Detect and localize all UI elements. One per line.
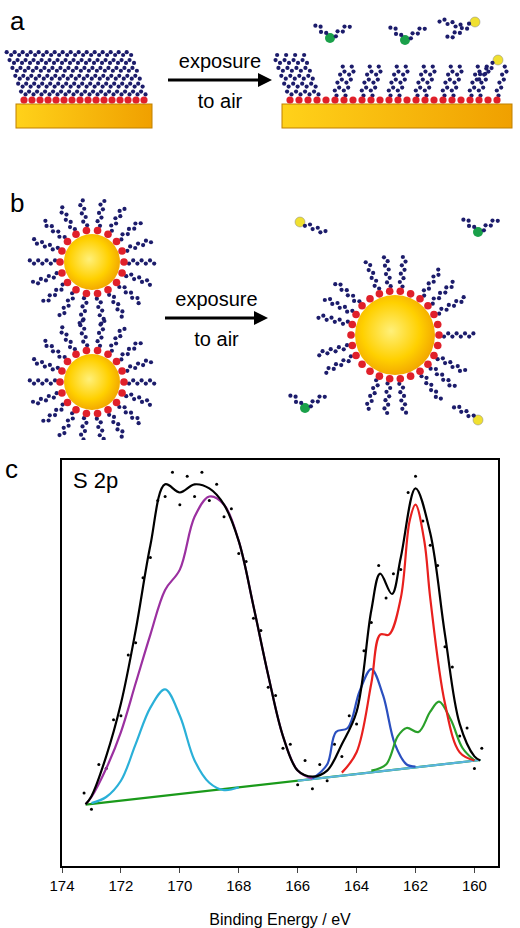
svg-text:a: a <box>10 6 25 36</box>
svg-text:to air: to air <box>194 328 239 350</box>
svg-text:to air: to air <box>198 90 243 112</box>
svg-text:170: 170 <box>167 877 192 894</box>
svg-text:S 2p: S 2p <box>73 468 118 493</box>
svg-text:exposure: exposure <box>179 50 261 72</box>
svg-text:160: 160 <box>462 877 487 894</box>
svg-text:164: 164 <box>344 877 369 894</box>
svg-text:166: 166 <box>285 877 310 894</box>
svg-text:Binding Energy / eV: Binding Energy / eV <box>209 911 351 928</box>
svg-text:172: 172 <box>108 877 133 894</box>
svg-text:b: b <box>10 188 24 218</box>
svg-text:168: 168 <box>226 877 251 894</box>
svg-text:162: 162 <box>403 877 428 894</box>
svg-text:174: 174 <box>49 877 74 894</box>
svg-text:exposure: exposure <box>175 288 257 310</box>
svg-text:c: c <box>5 454 18 484</box>
